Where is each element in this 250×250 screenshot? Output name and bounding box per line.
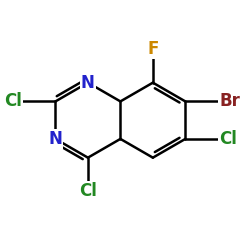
Text: Cl: Cl [79, 182, 97, 200]
Text: Cl: Cl [4, 92, 22, 110]
Text: Cl: Cl [219, 130, 237, 148]
Text: F: F [147, 40, 158, 58]
Text: N: N [48, 130, 62, 148]
Text: N: N [81, 74, 95, 92]
Text: Br: Br [219, 92, 240, 110]
